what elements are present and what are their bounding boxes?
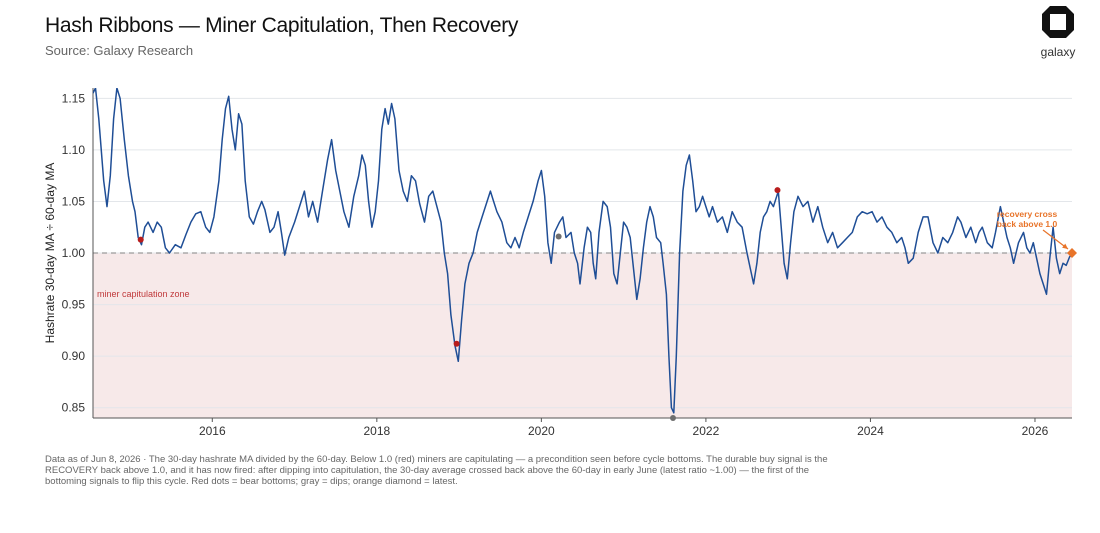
hash-ribbons-chart: 0.85 0.90 0.95 1.00 1.05 1.10 1.15 2016 2018 202… bbox=[43, 88, 1077, 438]
x-tick-labels: 2016 2018 2020 2022 2024 2026 bbox=[199, 418, 1049, 438]
dip-marker bbox=[555, 233, 562, 240]
x-tick-label: 2016 bbox=[199, 424, 226, 438]
x-tick-label: 2024 bbox=[857, 424, 884, 438]
capitulation-zone bbox=[93, 253, 1072, 418]
annotation-text-line2: back above 1.0 bbox=[997, 219, 1058, 229]
y-tick-label: 0.95 bbox=[62, 298, 86, 312]
logo-text: galaxy bbox=[1040, 45, 1076, 59]
y-tick-label: 0.85 bbox=[62, 401, 86, 415]
ratio-series-line bbox=[93, 88, 1072, 414]
bear-bottom-marker bbox=[774, 187, 781, 194]
source-subtitle: Source: Galaxy Research bbox=[45, 43, 194, 58]
x-tick-label: 2026 bbox=[1022, 424, 1049, 438]
y-tick-label: 0.90 bbox=[62, 349, 86, 363]
x-tick-label: 2020 bbox=[528, 424, 555, 438]
x-tick-label: 2022 bbox=[693, 424, 720, 438]
y-axis-label: Hashrate 30-day MA ÷ 60-day MA bbox=[43, 163, 57, 344]
y-tick-label: 1.10 bbox=[62, 143, 86, 157]
y-tick-label: 1.15 bbox=[62, 91, 86, 105]
y-tick-label: 1.00 bbox=[62, 246, 86, 260]
footnote: Data as of Jun 8, 2026 · The 30-day hash… bbox=[45, 454, 828, 487]
bear-bottom-marker bbox=[453, 340, 460, 347]
annotation-arrowhead bbox=[1062, 243, 1068, 249]
y-tick-labels: 0.85 0.90 0.95 1.00 1.05 1.10 1.15 bbox=[62, 91, 86, 414]
gridlines bbox=[93, 97, 1072, 409]
galaxy-logo-icon bbox=[1042, 6, 1074, 38]
y-tick-label: 1.05 bbox=[62, 194, 86, 208]
markers bbox=[137, 187, 1077, 421]
x-tick-label: 2018 bbox=[363, 424, 390, 438]
annotation-text-line1: recovery cross bbox=[997, 209, 1058, 219]
galaxy-logo: galaxy bbox=[1036, 5, 1080, 59]
page-title: Hash Ribbons — Miner Capitulation, Then … bbox=[45, 14, 519, 37]
dip-marker bbox=[669, 415, 676, 421]
bear-bottom-marker bbox=[137, 236, 144, 243]
latest-diamond-marker bbox=[1067, 248, 1077, 258]
capitulation-zone-label: miner capitulation zone bbox=[97, 289, 190, 299]
